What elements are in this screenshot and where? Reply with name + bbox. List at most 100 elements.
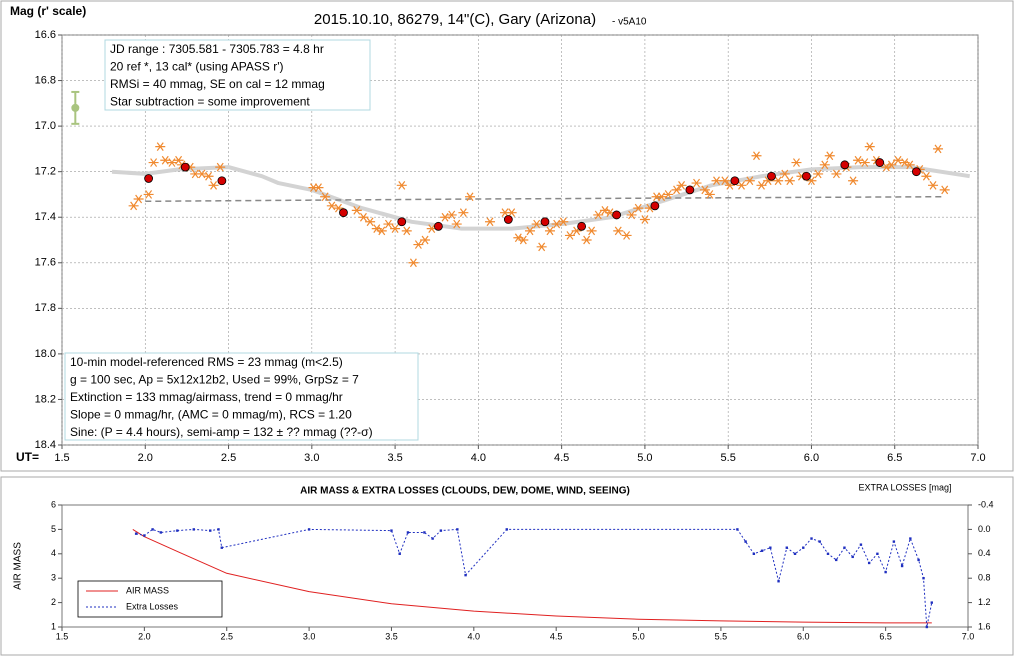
info-text: Slope = 0 mmag/hr, (AMC = 0 mmag/m), RCS… [70,408,352,422]
data-point [524,226,535,236]
data-point [148,158,159,167]
info-box [104,39,371,111]
y2-tick-label: 0.8 [978,573,991,583]
mean-point [180,162,190,172]
point-marker [456,528,459,531]
point-marker [785,546,788,549]
y2-tick-label: -0.4 [978,499,994,509]
data-point [401,226,412,236]
data-point [420,235,431,245]
mean-point [802,171,811,181]
data-point [351,206,362,215]
point-marker [867,561,871,565]
y2-tick-label: 1.2 [978,597,991,607]
info-text: Sine: (P = 4.4 hours), semi-amp = 132 ± … [70,425,373,439]
y-tick-label: 3 [51,573,56,583]
point-marker [777,580,780,583]
data-point [704,190,715,199]
mean-point [650,201,660,211]
mean-point [875,158,885,167]
chart-subtitle: - v5A10 [612,17,647,28]
y-axis-label: Mag (r' scale) [10,4,86,18]
point-marker [217,528,220,531]
y2-tick-label: 0.4 [978,548,991,558]
point-marker [744,540,747,543]
data-point [208,180,219,190]
y-tick-label: 17.8 [35,302,56,314]
mean-point [767,171,776,181]
data-point [691,178,702,188]
data-point [593,210,604,220]
x-tick-label: 5.5 [715,631,728,641]
data-point [939,185,950,195]
mean-point [911,167,921,177]
point-marker [900,564,904,568]
data-point [320,192,331,202]
data-point [633,203,644,213]
data-point [383,219,394,229]
point-marker [752,552,756,555]
point-marker [769,546,772,549]
data-point [621,231,632,240]
point-marker [398,552,401,555]
data-point [859,158,870,167]
point-marker [159,531,163,534]
mean-point [217,176,227,186]
point-marker [220,546,223,549]
data-point [215,162,226,172]
series-line [145,195,945,203]
x-tick-label: 4.0 [471,452,486,464]
y-tick-label: 17.6 [35,257,56,269]
y-tick-label: 16.6 [35,29,56,41]
data-point [531,219,542,229]
data-point [784,176,795,186]
point-marker [892,540,896,543]
x-tick-label: 6.0 [797,631,810,641]
y2-tick-label: 1.6 [978,621,991,631]
data-point [564,231,575,240]
info-text: Extinction = 133 mmag/airmass, trend = 0… [70,390,343,404]
y-tick-label: 17.0 [35,120,56,132]
data-point [413,240,424,249]
legend-box [77,580,223,618]
point-marker [884,570,887,574]
plot-area [61,504,969,628]
y2-axis-label: EXTRA LOSSES [mag] [858,482,951,492]
info-text: 20 ref *, 13 cal* (using APASS r') [110,60,283,74]
data-point [544,226,555,236]
x-tick-label: 3.5 [387,452,402,464]
chart-title: AIR MASS & EXTRA LOSSES (CLOUDS, DEW, DO… [300,486,630,497]
data-point [904,160,915,170]
x-tick-label: 2.5 [221,452,236,464]
data-point [921,171,932,181]
data-point [626,210,637,220]
data-point [133,194,144,204]
data-point [773,176,784,186]
data-point [390,224,401,233]
data-point [558,217,569,227]
point-marker [930,601,933,604]
data-point [458,208,469,218]
data-point [831,169,842,179]
x-tick-label: 3.0 [303,631,316,641]
y-tick-label: 18.0 [35,348,56,360]
mean-point [397,217,407,227]
data-point [518,235,529,245]
legend-label: Extra Losses [126,601,179,611]
data-point [779,169,790,179]
point-marker [209,529,212,532]
data-point [699,185,710,195]
y-tick-label: 2 [51,597,56,607]
mean-point [540,217,550,227]
data-point [586,226,597,236]
data-point [933,144,944,154]
x-axis-label: UT= [16,450,39,464]
point-marker [431,537,434,540]
info-text: RMSi = 40 mmag, SE on cal = 12 mmag [110,77,325,91]
data-point [143,190,154,199]
point-marker [851,555,854,559]
mean-point [503,215,513,224]
point-marker [802,546,805,549]
point-marker [406,531,410,534]
data-point [465,192,476,202]
